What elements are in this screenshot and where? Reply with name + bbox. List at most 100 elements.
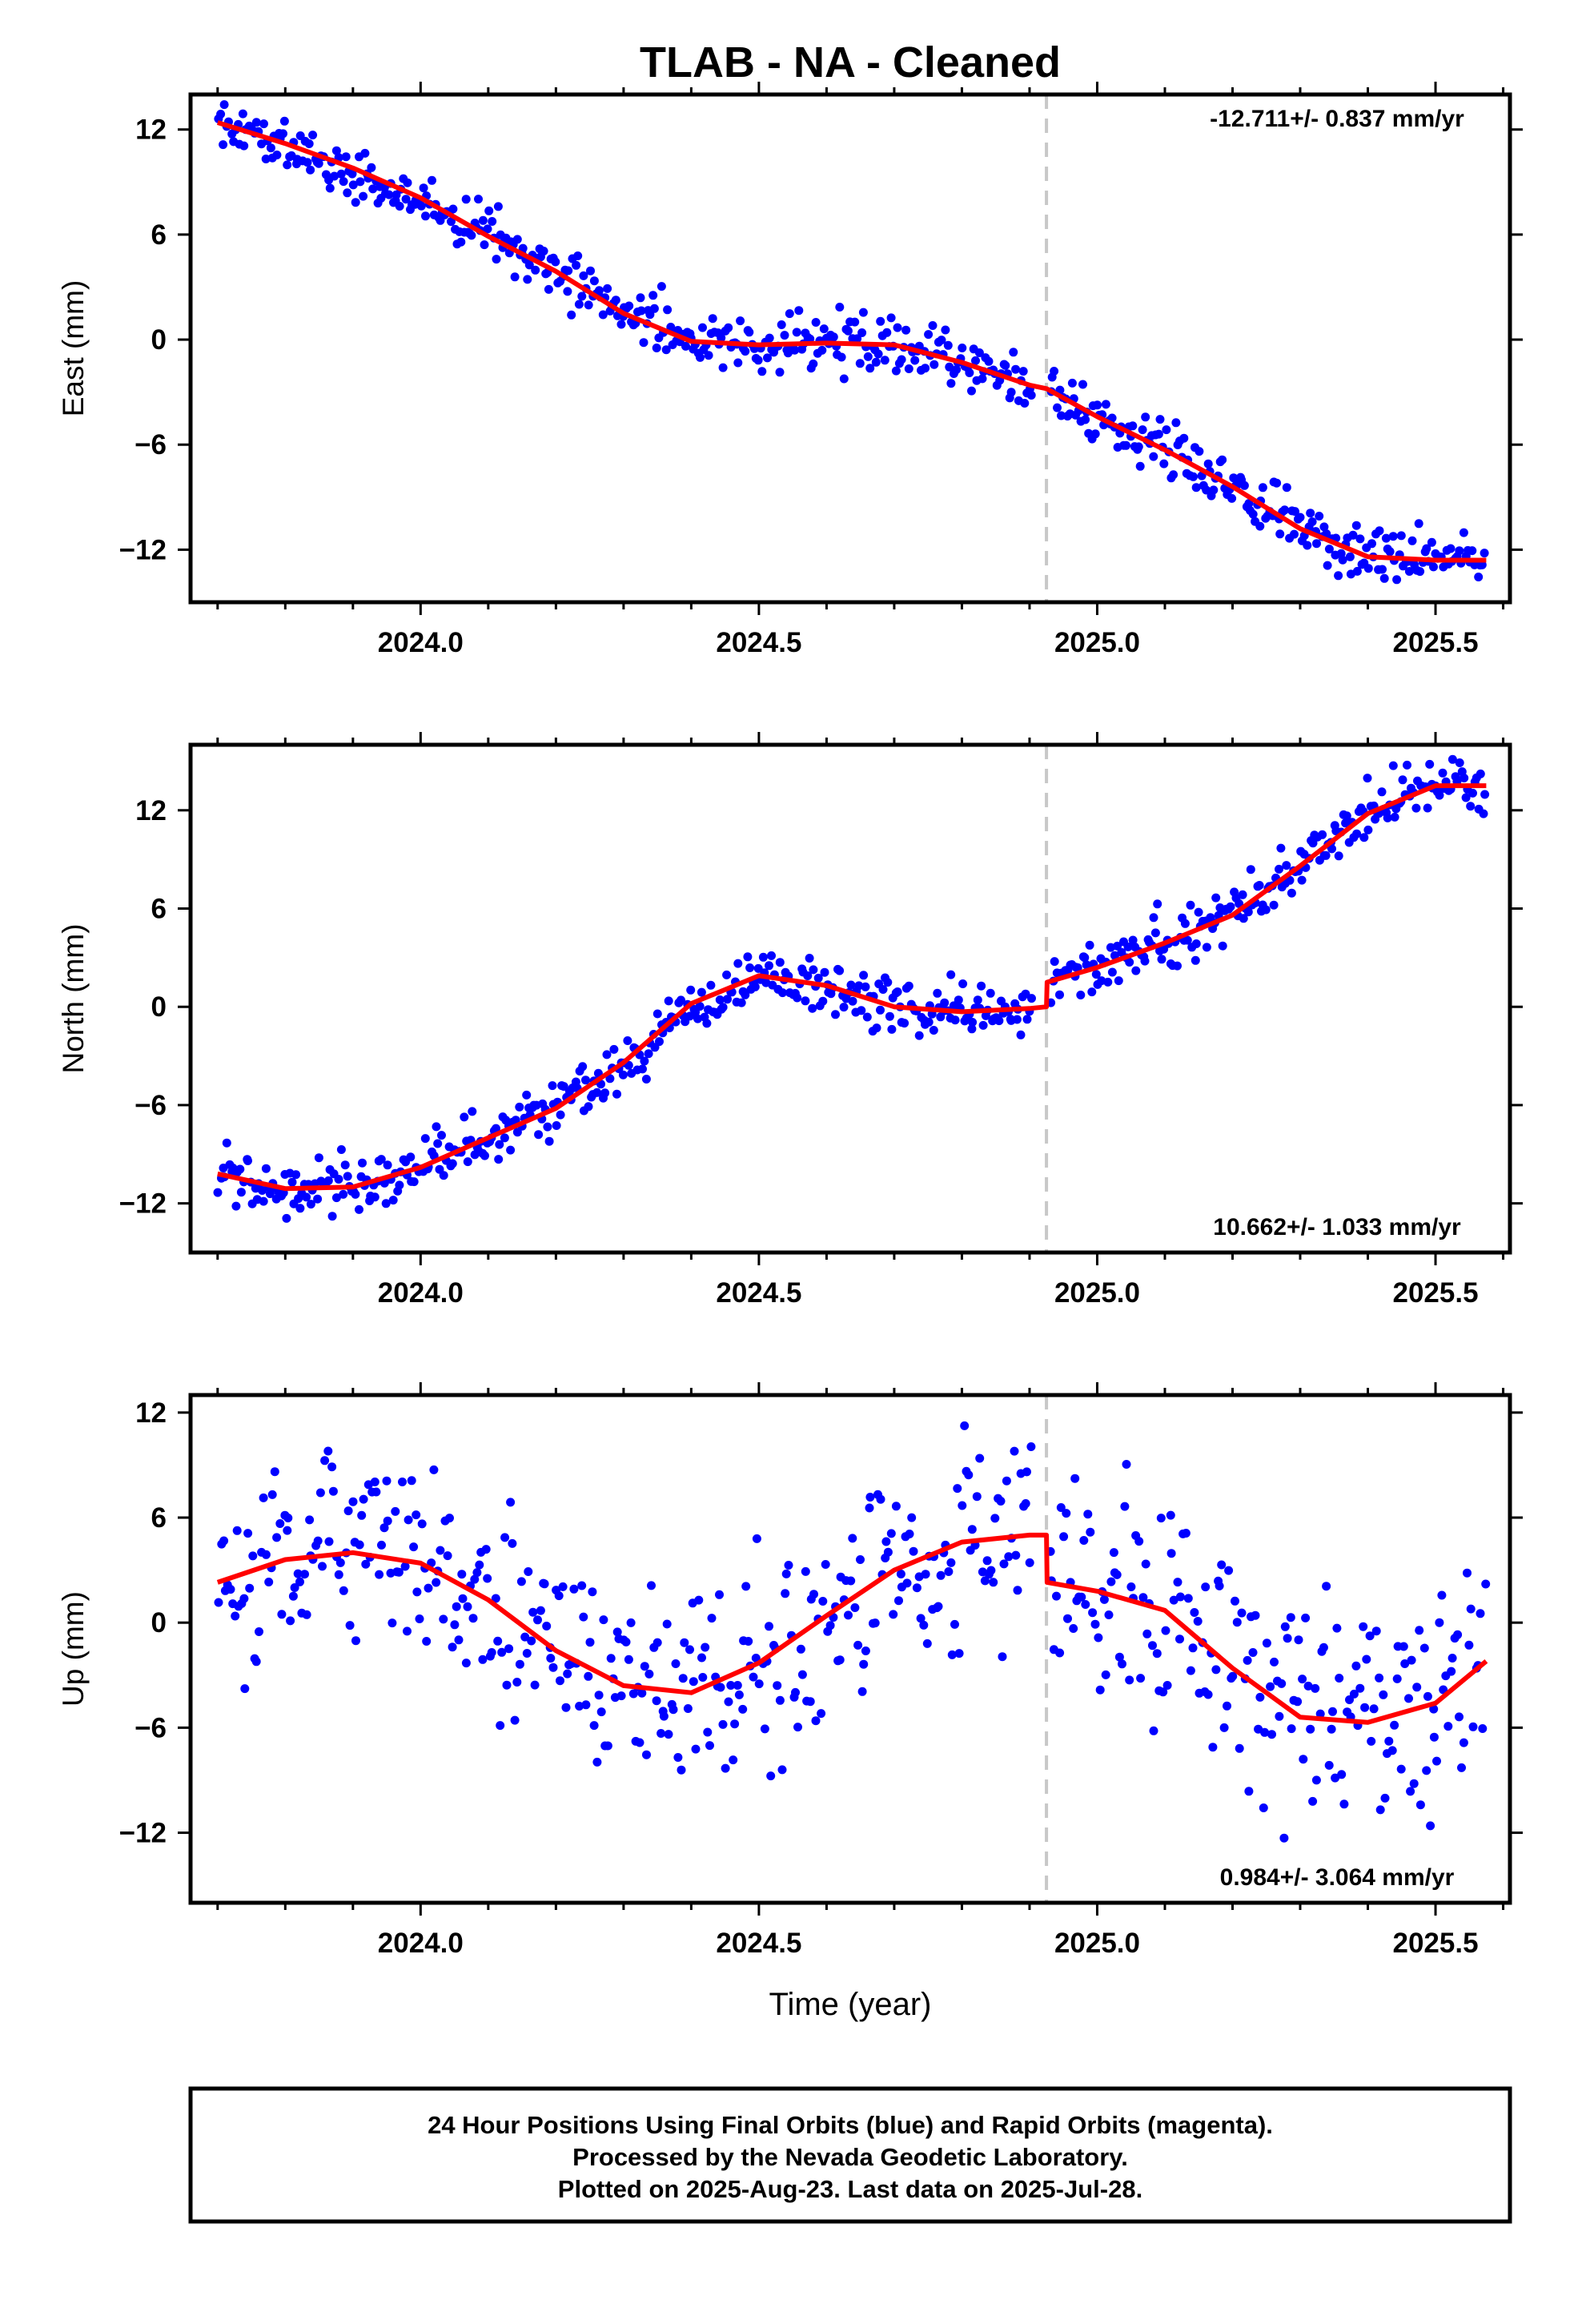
up-data-point [1203,1690,1213,1699]
up-data-point [563,1669,572,1679]
up-data-point [400,1562,410,1571]
east-data-point [1319,522,1329,532]
up-data-point [1351,1661,1361,1671]
east-data-point [924,330,934,340]
east-data-point [1323,561,1332,570]
east-data-point [368,184,378,194]
up-data-point [797,1670,807,1679]
north-data-point [432,1122,441,1132]
north-data-point [695,1002,705,1011]
up-data-point [422,1637,432,1646]
up-data-point [861,1647,870,1655]
north-data-point [818,996,828,1006]
east-data-point [1480,549,1489,558]
north-data-point [494,1155,504,1164]
east-data-point [1477,560,1487,569]
east-data-point [239,141,249,151]
up-data-point [1327,1724,1336,1734]
up-data-point [1120,1502,1130,1511]
east-data-point [279,129,287,139]
east-data-point [510,272,520,282]
north-data-point [835,966,845,975]
up-data-point [1166,1510,1175,1520]
up-data-point [239,1594,249,1603]
up-data-point [379,1523,389,1533]
north-data-point [933,988,942,998]
east-data-point [456,237,466,247]
north-data-point [702,1019,712,1028]
up-data-point [357,1510,367,1520]
north-data-point [878,985,888,994]
up-data-point [243,1529,253,1538]
east-data-point [563,287,572,296]
east-data-point [616,320,626,329]
north-data-point [1027,994,1036,1003]
east-data-point [1275,529,1285,539]
east-data-point [1392,575,1402,585]
east-data-point [428,175,436,185]
east-x-tick-label: 2025.0 [1054,627,1140,658]
footer-frame [188,2086,1512,2224]
east-data-point [325,183,335,193]
up-data-point [383,1516,392,1526]
up-data-point [1279,1833,1289,1843]
east-data-point [857,328,867,337]
east-data-point [343,188,352,198]
up-data-point [320,1456,330,1466]
up-data-point [305,1515,315,1525]
up-data-point [255,1627,263,1636]
north-data-point [395,1180,404,1190]
up-data-point [680,1638,689,1647]
up-data-point [624,1655,633,1664]
north-data-point [958,979,968,988]
north-data-point [778,988,787,998]
up-data-point [894,1596,903,1606]
east-data-point [1306,509,1315,518]
east-data-point [946,379,956,388]
up-data-point [370,1478,379,1486]
up-plot-area [214,1395,1491,1903]
north-data-point [1012,1015,1022,1024]
up-data-point [1161,1626,1170,1635]
east-data-point [1414,519,1423,529]
up-data-point [1463,1568,1472,1578]
east-data-point [1455,546,1464,556]
up-data-point [848,1534,857,1543]
north-data-point [1180,919,1190,928]
up-data-point [248,1551,258,1561]
up-data-point [902,1578,912,1588]
east-data-point [1053,403,1062,412]
up-data-point [1122,1460,1131,1469]
east-data-point [219,140,228,150]
east-data-point [790,345,800,355]
north-data-point [1113,941,1122,951]
north-data-point [1087,987,1097,997]
east-data-point [577,292,587,301]
north-data-point [351,1189,360,1199]
up-data-point [707,1614,717,1623]
north-data-point [439,1171,448,1180]
north-data-point [1194,907,1203,917]
up-data-point [980,1576,990,1586]
east-data-point [718,363,728,372]
east-data-point [945,362,954,372]
up-data-point [520,1632,530,1642]
north-data-point [433,1139,443,1148]
north-data-point [578,1062,588,1072]
up-data-point [1025,1558,1034,1567]
up-x-tick-label: 2025.0 [1054,1928,1140,1959]
north-data-point [612,1089,621,1099]
up-data-point [387,1618,397,1628]
east-data-point [1348,530,1358,540]
up-y-axis-label: Up (mm) [57,1591,90,1707]
up-data-point [844,1610,853,1620]
east-data-point [636,293,645,303]
east-data-point [780,331,789,340]
up-data-point [569,1584,579,1594]
up-data-point [1099,1594,1109,1604]
up-data-point [1319,1642,1328,1652]
east-data-point [794,306,804,316]
east-data-point [478,215,488,225]
north-data-point [548,1081,557,1091]
